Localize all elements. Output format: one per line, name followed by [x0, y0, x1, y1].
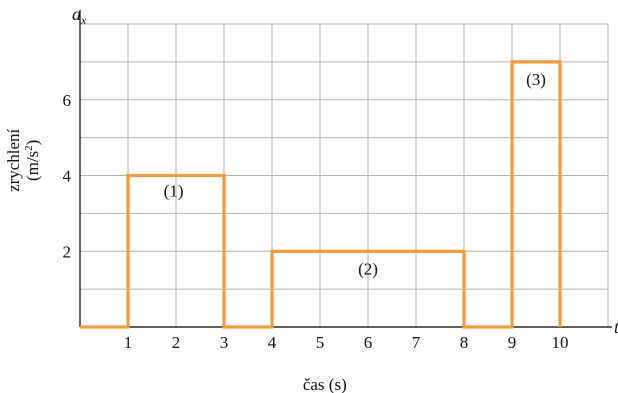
region-labels: (1) (2) (3) [164, 70, 546, 278]
x-tick-label: 9 [508, 333, 517, 352]
x-tick-label: 4 [268, 333, 277, 352]
y-tick-label: 6 [63, 91, 72, 110]
x-tick-label: 6 [364, 333, 373, 352]
series-line-0 [80, 60, 562, 329]
y-tick-label: 2 [63, 242, 72, 261]
y-axis-label: zrychlení (m/s2) [4, 128, 42, 192]
y-axis-label-unit-sup: 2 [23, 145, 35, 151]
y-axis-label-unit-end: ) [23, 140, 42, 146]
x-axis-label: čas (s) [303, 375, 347, 393]
y-axis-label-line2: (m/s2) [23, 140, 42, 181]
y-axis-label-unit: (m/s [23, 151, 42, 181]
x-tick-label: 10 [552, 333, 569, 352]
x-tick-label: 5 [316, 333, 325, 352]
y-axis-variable-subscript: x [80, 13, 87, 27]
x-tick-label: 1 [124, 333, 133, 352]
y-axis-variable-main: a [72, 4, 81, 24]
y-axis-variable: ax [72, 4, 87, 27]
y-tick-labels: 2 4 6 [63, 91, 72, 262]
series-layer [80, 60, 562, 329]
x-axis-variable: t [614, 317, 618, 337]
x-tick-label: 2 [172, 333, 181, 352]
x-tick-label: 7 [412, 333, 421, 352]
axes [79, 10, 612, 328]
region-label: (3) [526, 70, 546, 89]
y-tick-label: 4 [63, 167, 72, 186]
y-axis-label-line1: zrychlení [4, 128, 23, 192]
x-tick-label: 8 [460, 333, 469, 352]
region-label: (2) [358, 259, 378, 278]
x-tick-label: 3 [220, 333, 229, 352]
x-tick-labels: 1 2 3 4 5 6 7 8 9 10 [124, 333, 569, 352]
region-label: (1) [164, 182, 184, 201]
